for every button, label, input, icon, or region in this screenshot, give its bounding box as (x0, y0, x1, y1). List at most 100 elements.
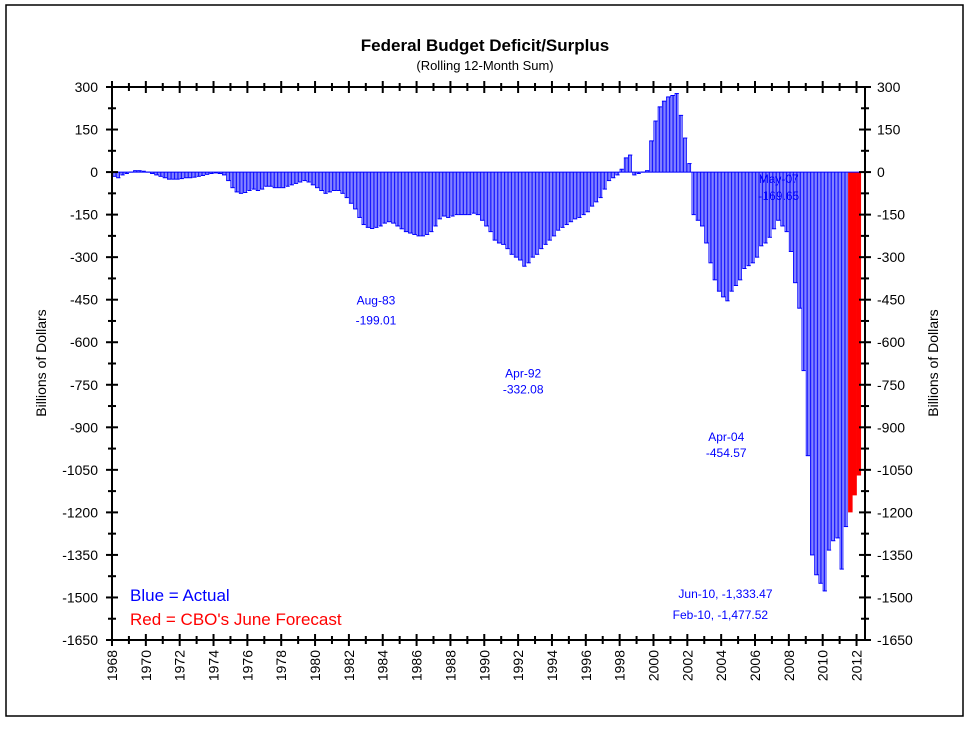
bar-actual (578, 172, 580, 218)
bar-actual (540, 172, 542, 249)
bar-actual (234, 172, 236, 192)
bar-actual (274, 172, 276, 188)
bar-actual (656, 121, 658, 173)
bar-actual (436, 172, 438, 226)
bar-actual (437, 172, 439, 219)
bar-actual (485, 172, 487, 226)
bar-actual (670, 95, 672, 173)
bar-actual (465, 172, 467, 215)
y-tick-label-right: -300 (877, 249, 905, 265)
bar-actual (529, 172, 531, 263)
bar-actual (666, 96, 668, 173)
bar-actual (763, 172, 765, 243)
bar-actual (801, 172, 803, 371)
chart-title: Federal Budget Deficit/Surplus (361, 36, 609, 55)
y-tick-label-left: -1500 (62, 589, 98, 605)
bar-actual (433, 172, 435, 226)
bar-actual (288, 172, 290, 187)
bar-actual (615, 172, 617, 175)
bar-actual (504, 172, 505, 245)
bar-actual (716, 172, 718, 292)
bar-actual (217, 172, 219, 174)
bar-actual (364, 172, 366, 225)
bar-actual (556, 172, 558, 231)
bar-actual (773, 172, 775, 229)
bar-actual (678, 115, 680, 173)
bar-actual (127, 172, 129, 174)
bar-actual (622, 169, 624, 173)
bar-actual (195, 172, 197, 178)
bar-actual (478, 172, 480, 215)
bar-actual (842, 172, 844, 570)
bar-actual (189, 172, 191, 178)
x-tick-label: 2012 (849, 650, 865, 681)
bar-actual (705, 172, 707, 243)
bar-actual (838, 172, 840, 538)
bar-actual (267, 172, 269, 187)
bar-actual (174, 172, 175, 180)
bar-actual (585, 172, 587, 212)
bar-actual (140, 170, 142, 173)
bar-actual (750, 172, 752, 263)
bar-actual (248, 172, 250, 191)
bar-actual (458, 172, 460, 215)
bar-actual (401, 172, 402, 229)
bar-actual (282, 172, 284, 188)
bar-actual (515, 172, 517, 258)
bar-actual (354, 172, 356, 209)
bar-actual (616, 172, 618, 175)
bar-actual (299, 172, 301, 183)
bar-actual (808, 172, 810, 456)
bar-actual (829, 172, 831, 551)
bar-actual (797, 172, 799, 309)
bar-actual (715, 172, 717, 280)
bar-actual (159, 172, 161, 177)
bar-actual (581, 172, 583, 215)
bar-actual (324, 172, 326, 194)
bar-actual (817, 172, 818, 575)
bar-actual (320, 172, 322, 191)
bar-actual (752, 172, 754, 263)
bar-actual (378, 172, 380, 226)
bar-actual (594, 172, 596, 202)
y-tick-label-left: -750 (70, 377, 98, 393)
bar-actual (340, 172, 342, 194)
bar-actual (231, 172, 233, 188)
bar-actual (793, 172, 794, 283)
bar-actual (394, 172, 395, 224)
bar-actual (702, 172, 704, 226)
bar-actual (310, 172, 312, 185)
bar-actual (166, 172, 168, 180)
bar-actual (205, 172, 206, 175)
bar-actual (221, 172, 223, 175)
bar-actual (611, 172, 613, 178)
bar-actual (711, 172, 713, 263)
bar-actual (392, 172, 394, 224)
bar-actual (181, 172, 182, 179)
bar-actual (119, 172, 120, 178)
bar-actual (409, 172, 411, 234)
bar-actual (633, 172, 635, 175)
x-tick-label: 1992 (510, 650, 526, 681)
bar-actual (692, 172, 694, 215)
bar-actual (621, 169, 622, 173)
bar-actual (303, 172, 305, 181)
bar-actual (219, 172, 221, 174)
bar-actual (206, 172, 208, 175)
bar-actual (598, 172, 600, 198)
bar-actual (285, 172, 287, 187)
bar-actual (272, 172, 274, 188)
bar-actual (229, 172, 230, 181)
bar-actual (543, 172, 545, 245)
bar-actual (347, 172, 349, 198)
bar-actual (671, 95, 673, 173)
bar-actual (522, 172, 524, 267)
bar-actual (592, 172, 594, 207)
bar-actual (836, 172, 838, 538)
bar-actual (597, 172, 598, 202)
bar-actual (257, 172, 259, 191)
bar-actual (516, 172, 518, 258)
bar-actual (440, 172, 442, 219)
y-tick-label-left: -1650 (62, 632, 98, 648)
